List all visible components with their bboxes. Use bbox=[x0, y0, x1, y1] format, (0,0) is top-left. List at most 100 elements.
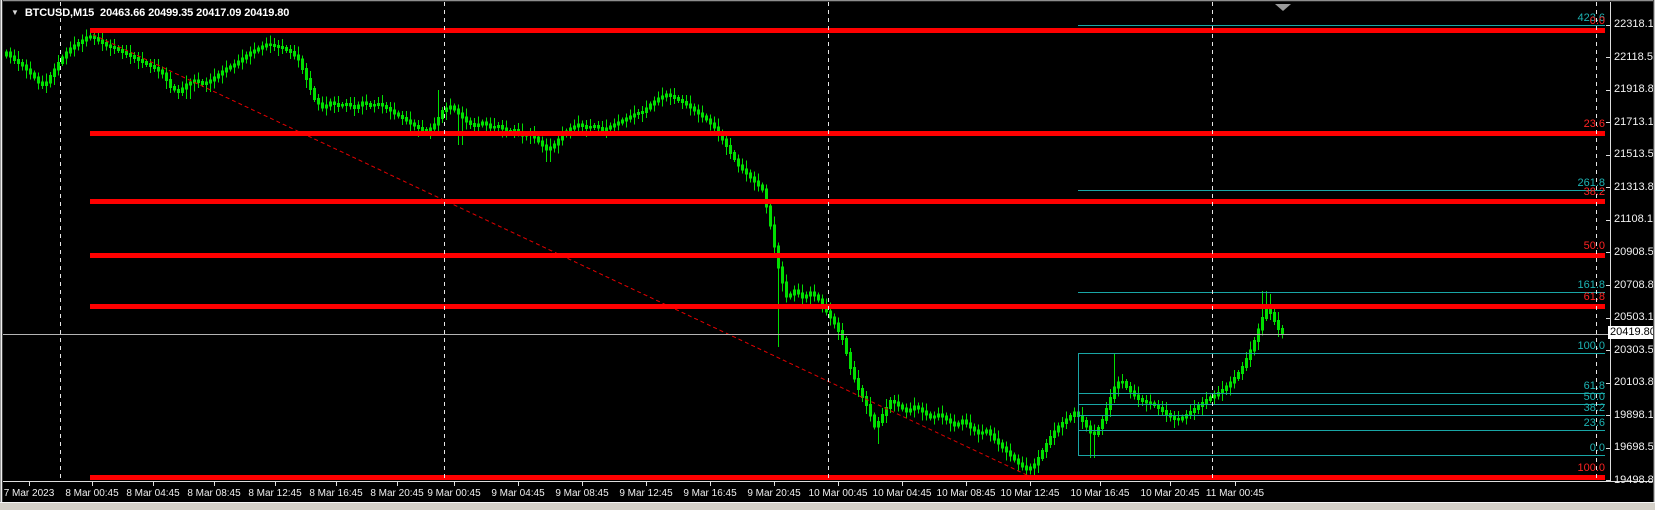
day-separator-line bbox=[828, 2, 829, 481]
chart-plot-area[interactable]: 423.6 261.8 161.8 100.0 61.8 50.0 38.2 23.6 0.0 0… bbox=[3, 2, 1655, 481]
fib-teal-level-label: 0.0 bbox=[1589, 441, 1605, 454]
time-tick bbox=[1170, 482, 1171, 486]
fib-red-level-line bbox=[90, 130, 1605, 136]
price-tick bbox=[1606, 285, 1610, 287]
fib-teal-level-label: 61.8 bbox=[1583, 379, 1605, 392]
time-scale-label: 8 Mar 08:45 bbox=[187, 488, 241, 499]
fib-teal-level-label: 423.6 bbox=[1577, 11, 1605, 24]
ohlc-open: 20463.66 bbox=[100, 7, 146, 19]
time-tick bbox=[774, 482, 775, 486]
time-scale-label: 10 Mar 00:45 bbox=[808, 488, 868, 499]
price-scale-label: 19898.15 bbox=[1614, 408, 1655, 421]
time-scale-label: 8 Mar 04:45 bbox=[126, 488, 180, 499]
fib-red-level-label: 0.0 bbox=[1589, 14, 1605, 27]
fib-teal-level-line bbox=[1078, 454, 1605, 456]
time-scale-label: 9 Mar 04:45 bbox=[491, 488, 545, 499]
price-scale-label: 21918.85 bbox=[1614, 83, 1655, 96]
fib-red-level-line bbox=[90, 252, 1605, 258]
time-scale-label: 9 Mar 00:45 bbox=[427, 488, 481, 499]
time-scale-label: 8 Mar 16:45 bbox=[309, 488, 363, 499]
time-tick bbox=[153, 482, 154, 486]
price-scale-label: 22118.50 bbox=[1614, 50, 1655, 63]
time-tick bbox=[646, 482, 647, 486]
fib-teal-level-label: 23.6 bbox=[1583, 416, 1605, 429]
time-tick bbox=[1100, 482, 1101, 486]
fib-red-level-label: 61.8 bbox=[1583, 290, 1605, 303]
fib-red-level-line bbox=[90, 474, 1605, 480]
symbol-dropdown-icon[interactable]: ▼ bbox=[11, 8, 19, 17]
time-tick bbox=[214, 482, 215, 486]
day-separator-line bbox=[1212, 2, 1213, 481]
time-scale-label: 9 Mar 12:45 bbox=[619, 488, 673, 499]
price-tick bbox=[1606, 350, 1610, 352]
day-separator-line bbox=[1596, 2, 1597, 481]
fib-teal-level-label: 50.0 bbox=[1583, 390, 1605, 403]
time-tick bbox=[710, 482, 711, 486]
fib-teal-level-label: 261.8 bbox=[1577, 176, 1605, 189]
time-tick bbox=[902, 482, 903, 486]
time-scale-label: 10 Mar 04:45 bbox=[872, 488, 932, 499]
ohlc-close: 20419.80 bbox=[244, 7, 290, 19]
fib-red-level-label: 23.6 bbox=[1583, 117, 1605, 130]
price-scale-label: 19498.85 bbox=[1614, 473, 1655, 486]
price-tick bbox=[1606, 480, 1610, 482]
price-tick bbox=[1606, 154, 1610, 156]
ohlc-low: 20417.09 bbox=[196, 7, 242, 19]
fib-teal-level-line bbox=[1078, 392, 1605, 394]
time-tick bbox=[838, 482, 839, 486]
price-tick bbox=[1606, 57, 1610, 59]
time-scale-label: 8 Mar 20:45 bbox=[370, 488, 424, 499]
price-tick bbox=[1606, 317, 1610, 319]
price-tick bbox=[1606, 187, 1610, 189]
price-tick bbox=[1606, 24, 1610, 26]
fib-red-level-label: 38.2 bbox=[1583, 185, 1605, 198]
fib-red-level-line bbox=[90, 198, 1605, 204]
price-scale-label: 21513.50 bbox=[1614, 148, 1655, 161]
time-scale-label: 9 Mar 08:45 bbox=[555, 488, 609, 499]
time-tick bbox=[966, 482, 967, 486]
time-tick bbox=[92, 482, 93, 486]
time-scale-label: 10 Mar 12:45 bbox=[1000, 488, 1060, 499]
time-scale-label: 8 Mar 00:45 bbox=[65, 488, 119, 499]
time-scale-label: 9 Mar 20:45 bbox=[747, 488, 801, 499]
fib-teal-level-line bbox=[1078, 352, 1605, 354]
fib-red-level-line bbox=[90, 27, 1605, 33]
price-tick bbox=[1606, 447, 1610, 449]
price-tick bbox=[1606, 122, 1610, 124]
fib-teal-level-label: 100.0 bbox=[1577, 339, 1605, 352]
price-tick bbox=[1606, 219, 1610, 221]
price-scale-label: 19698.50 bbox=[1614, 441, 1655, 454]
price-scale-label: 20303.50 bbox=[1614, 343, 1655, 356]
time-scale-label: 7 Mar 2023 bbox=[3, 488, 55, 499]
chart-shift-marker-icon[interactable] bbox=[1275, 4, 1291, 11]
time-scale-label: 8 Mar 12:45 bbox=[248, 488, 302, 499]
time-scale-label: 10 Mar 20:45 bbox=[1140, 488, 1200, 499]
time-tick bbox=[29, 482, 30, 486]
fib-red-level-label: 50.0 bbox=[1583, 239, 1605, 252]
window-border-bottom bbox=[0, 502, 1655, 510]
price-tick bbox=[1606, 89, 1610, 91]
time-tick bbox=[336, 482, 337, 486]
fib-teal-level-line bbox=[1078, 429, 1605, 431]
fib-teal-level-label: 38.2 bbox=[1583, 401, 1605, 414]
fib-red-level-label: 100.0 bbox=[1577, 461, 1605, 474]
price-axis-line bbox=[1610, 2, 1611, 481]
price-scale-label: 20503.15 bbox=[1614, 311, 1655, 324]
price-tick bbox=[1606, 415, 1610, 417]
time-scale-label: 9 Mar 16:45 bbox=[683, 488, 737, 499]
time-tick bbox=[397, 482, 398, 486]
fib-red-level-line bbox=[90, 303, 1605, 309]
time-scale-label: 10 Mar 08:45 bbox=[936, 488, 996, 499]
time-axis-line bbox=[3, 481, 1653, 482]
chart-ohlc-header: ▼ BTCUSD,M15 20463.66 20499.35 20417.09 2… bbox=[11, 7, 289, 19]
symbol-timeframe-label: BTCUSD,M15 bbox=[25, 7, 94, 19]
window-border-right bbox=[1653, 0, 1655, 510]
ohlc-high: 20499.35 bbox=[148, 7, 194, 19]
time-tick bbox=[1030, 482, 1031, 486]
price-scale-label: 20103.85 bbox=[1614, 376, 1655, 389]
fib-teal-level-line bbox=[1078, 24, 1605, 26]
price-tick bbox=[1606, 252, 1610, 254]
time-scale-label: 11 Mar 00:45 bbox=[1205, 488, 1265, 499]
window-border-top bbox=[0, 0, 1655, 2]
